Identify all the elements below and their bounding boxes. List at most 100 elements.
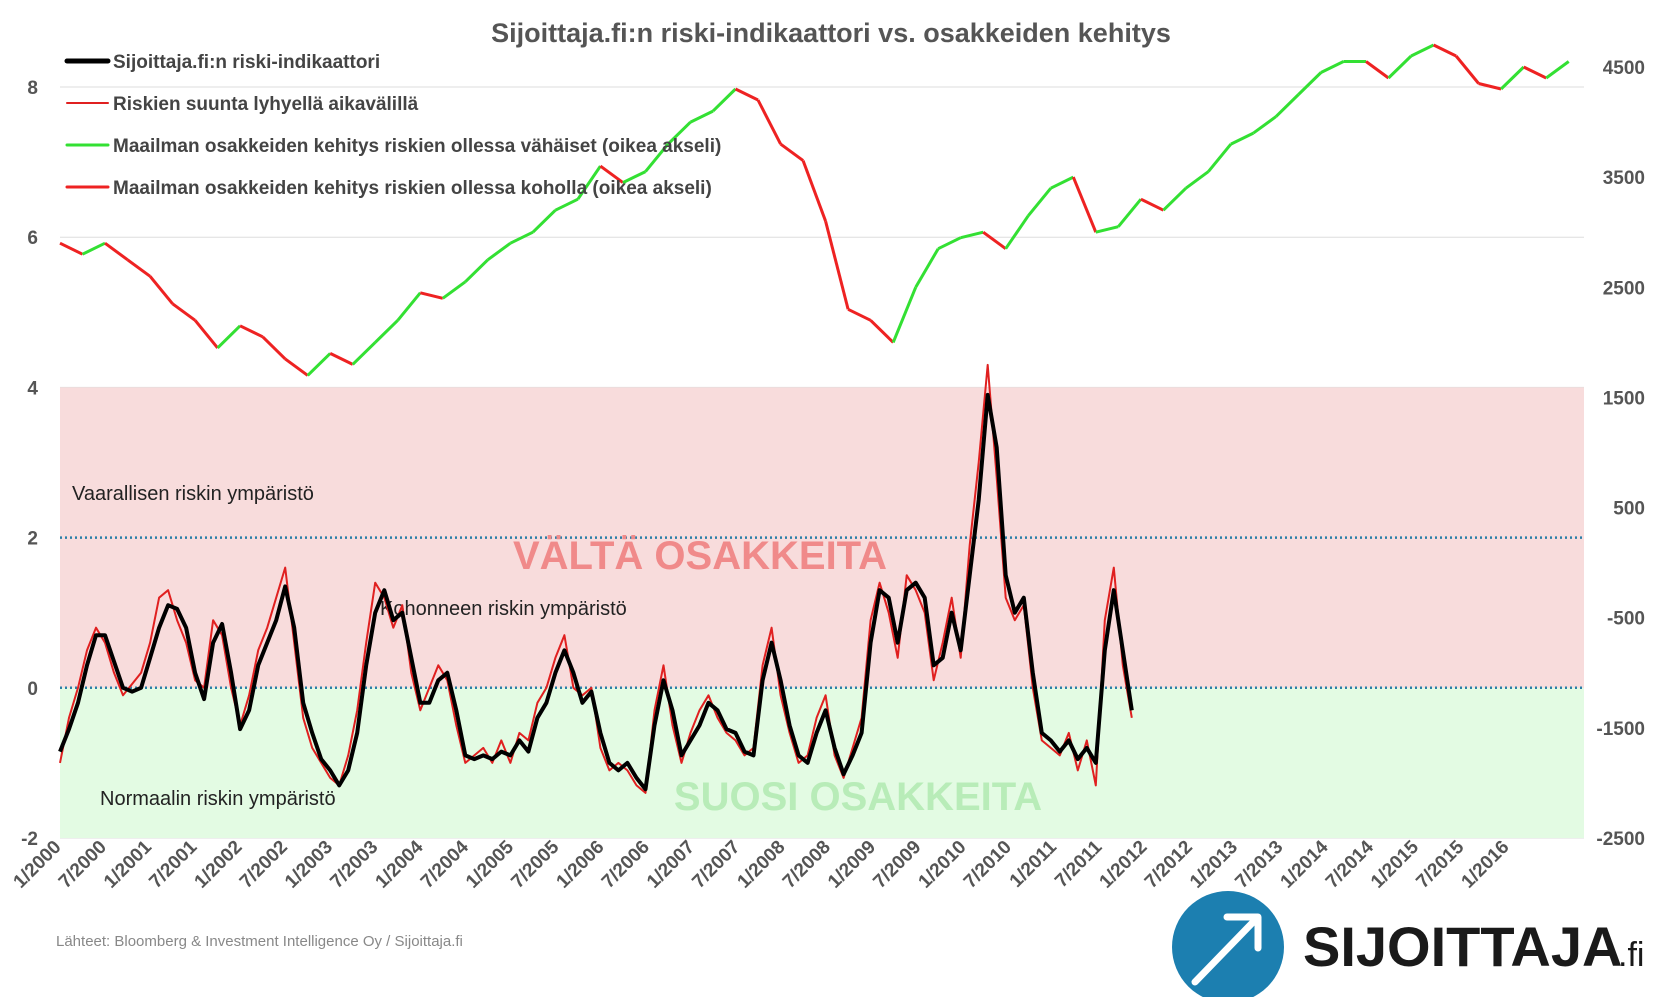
- x-tick-label: 1/2006: [553, 837, 609, 893]
- stock-line-segment: [734, 87, 759, 102]
- x-tick-label: 7/2004: [417, 836, 473, 892]
- x-tick-label: 1/2004: [372, 836, 428, 892]
- x-tick-label: 7/2001: [145, 836, 201, 892]
- stock-line-segment: [801, 160, 828, 222]
- x-tick-label: 1/2003: [281, 837, 337, 893]
- threshold-lines: [60, 536, 1584, 690]
- x-tick-label: 7/2003: [326, 837, 382, 893]
- x-tick-label: 1/2002: [191, 837, 247, 893]
- stock-line-segment: [869, 319, 895, 344]
- x-tick-label: 7/2012: [1141, 837, 1197, 893]
- brand-logo: SIJOITTAJA .fi: [1172, 891, 1644, 997]
- legend-label: Riskien suunta lyhyellä aikavälillä: [113, 94, 419, 115]
- stock-line-segment: [666, 121, 692, 146]
- legend-label: Sijoittaja.fi:n riski-indikaattori: [113, 52, 380, 73]
- stock-line-segment: [982, 230, 1007, 250]
- normal-zone: [60, 687, 1584, 838]
- y-left-tick-label: 8: [27, 78, 38, 99]
- y-right-tick-label: 500: [1613, 499, 1645, 520]
- stock-line-segment: [1185, 170, 1210, 190]
- stock-line-segment: [1274, 93, 1300, 118]
- stock-line-segment: [1320, 60, 1345, 74]
- y-right-tick-label: 4500: [1603, 58, 1645, 79]
- x-tick-label: 1/2011: [1006, 836, 1062, 892]
- x-tick-label: 1/2015: [1367, 836, 1423, 892]
- stock-line-segment: [261, 335, 287, 360]
- x-tick-label: 7/2007: [688, 837, 744, 893]
- stock-line-segment: [960, 230, 984, 240]
- y-right-tick-label: 1500: [1603, 388, 1645, 409]
- stock-line-segment: [81, 241, 106, 256]
- legend-label: Maailman osakkeiden kehitys riskien olle…: [113, 178, 712, 199]
- stock-line-segment: [148, 275, 174, 305]
- y-left-tick-label: 4: [27, 378, 38, 399]
- x-tick-label: 1/2009: [824, 837, 880, 893]
- y-right-tick-label: 3500: [1603, 168, 1645, 189]
- y-axis-left-ticks: 8 6 4 2 0 -2: [21, 78, 38, 850]
- x-tick-label: 1/2005: [462, 836, 518, 892]
- stock-line-segment: [509, 230, 534, 245]
- stock-line-segment: [419, 291, 444, 300]
- stock-line-segment: [531, 209, 557, 234]
- stock-line-segment: [171, 302, 196, 322]
- stock-line-segment: [193, 319, 219, 349]
- stock-line-segment: [441, 280, 467, 300]
- stock-line-segment: [756, 99, 782, 145]
- stock-line-segment: [1387, 54, 1413, 80]
- stock-line-segment: [914, 247, 940, 289]
- avoid-stocks-label: VÄLTÄ OSAKKEITA: [513, 534, 887, 578]
- x-tick-label: 1/2014: [1277, 836, 1333, 892]
- stock-line-segment: [1252, 115, 1277, 135]
- x-tick-label: 7/2015: [1412, 836, 1468, 892]
- stock-line-segment: [126, 258, 151, 278]
- x-tick-label: 7/2006: [598, 837, 654, 893]
- y-left-tick-label: 6: [27, 228, 38, 249]
- x-tick-label: 1/2013: [1186, 837, 1242, 893]
- y-left-tick-label: 2: [27, 529, 38, 550]
- stock-line-segment: [1117, 198, 1143, 228]
- stock-line-segment: [1140, 197, 1165, 212]
- chart-title: Sijoittaja.fi:n riski-indikaattori vs. o…: [491, 18, 1171, 48]
- x-tick-label: 7/2011: [1051, 836, 1107, 892]
- stock-line-segment: [847, 307, 872, 322]
- danger-env-label: Vaarallisen riskin ympäristö: [72, 483, 314, 505]
- y-axis-right-ticks: 4500 3500 2500 1500 500 -500 -1500 -2500: [1596, 58, 1645, 850]
- y-right-tick-label: -500: [1607, 609, 1645, 630]
- x-tick-label: 7/2002: [236, 837, 292, 893]
- stock-line-segment: [464, 258, 489, 283]
- stock-line-segment: [59, 241, 84, 256]
- brand-arrow-icon: [1191, 913, 1262, 986]
- x-tick-label: 7/2005: [507, 836, 563, 892]
- stock-line-segment: [824, 220, 850, 310]
- source-note: Lähteet: Bloomberg & Investment Intellig…: [56, 933, 463, 950]
- stock-line-segment: [689, 109, 714, 124]
- normal-env-label: Normaalin riskin ympäristö: [100, 788, 336, 810]
- stock-line-segment: [1207, 143, 1233, 173]
- stock-line-segment: [216, 324, 242, 349]
- stock-line-segment: [554, 197, 579, 212]
- x-axis-ticks: 1/20007/20001/20017/20011/20027/20021/20…: [10, 836, 1514, 892]
- x-tick-label: 1/2010: [915, 837, 971, 893]
- stock-line-segment: [711, 87, 737, 113]
- x-tick-label: 7/2014: [1322, 836, 1378, 892]
- x-tick-label: 7/2013: [1231, 837, 1287, 893]
- stock-line-segment: [1523, 65, 1547, 80]
- x-tick-label: 1/2008: [734, 837, 790, 893]
- stock-line-segment: [1027, 187, 1052, 217]
- stock-line-segment: [644, 143, 670, 173]
- y-left-tick-label: 0: [27, 679, 38, 700]
- stock-line-segment: [104, 241, 129, 262]
- stock-line-segment: [1545, 60, 1570, 80]
- stock-line-segment: [1095, 225, 1119, 234]
- zone-annotations: Vaarallisen riskin ympäristö Kohonneen r…: [72, 483, 1042, 819]
- stock-line-segment: [622, 170, 647, 184]
- stock-line-segment: [351, 341, 377, 366]
- stock-line-segment: [1162, 187, 1187, 212]
- x-tick-label: 1/2001: [100, 836, 156, 892]
- elevated-env-label: Kohonneen riskin ympäristö: [380, 598, 627, 620]
- stock-line-segment: [306, 352, 332, 377]
- legend-label: Maailman osakkeiden kehitys riskien olle…: [113, 136, 721, 157]
- stock-line-segment: [396, 291, 422, 322]
- stock-line-segment: [576, 165, 602, 201]
- legend: Sijoittaja.fi:n riski-indikaattori Riskie…: [64, 52, 721, 199]
